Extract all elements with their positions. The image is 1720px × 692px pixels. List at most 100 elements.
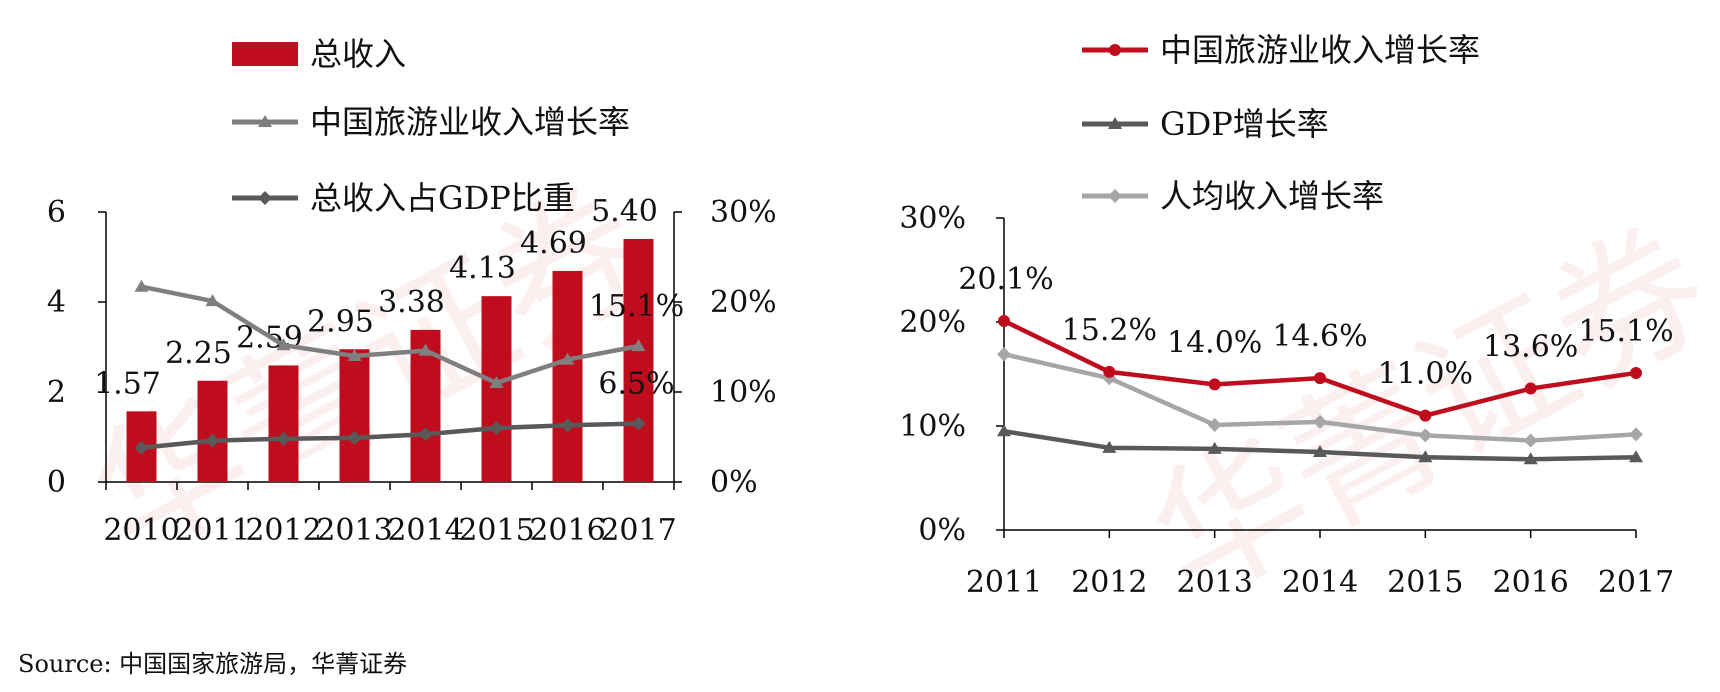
line-point	[205, 294, 220, 307]
legend-marker	[258, 115, 272, 127]
series-line	[141, 421, 639, 451]
x-tick-label: 2011	[174, 513, 250, 548]
line-point	[276, 338, 291, 351]
right-chart: 0% 10% 20% 30% 2011 2012 2013 2014 2015 2016 2017 2…	[899, 31, 1674, 600]
line-point	[134, 279, 149, 292]
line-data-label: 11.0%	[1378, 357, 1473, 392]
line-point	[276, 431, 291, 446]
bar	[339, 349, 370, 482]
bar-data-label: 1.57	[94, 366, 161, 401]
x-tick-label: 2017	[1598, 565, 1674, 600]
line-point	[631, 416, 646, 431]
line-point	[1524, 382, 1537, 395]
y-tick-label: 30%	[899, 201, 966, 236]
x-tick-label: 2014	[387, 513, 463, 548]
line-data-label: 20.1%	[958, 262, 1053, 297]
line-point	[1418, 450, 1433, 463]
x-tick-label: 2011	[966, 565, 1042, 600]
line-point	[1523, 433, 1538, 448]
legend-label: 中国旅游业收入增长率	[310, 103, 630, 141]
y-tick-label: 0%	[918, 513, 966, 548]
legend-label: 人均收入增长率	[1160, 177, 1384, 215]
line-data-label: 13.6%	[1483, 330, 1578, 365]
bar	[623, 239, 654, 482]
line-point	[134, 440, 149, 455]
line-point	[560, 352, 575, 365]
legend-label: 总收入	[310, 35, 406, 73]
bar-data-label: 3.38	[378, 285, 445, 320]
y2-tick-label: 30%	[710, 195, 777, 230]
x-tick-label: 2015	[1387, 565, 1463, 600]
line-point	[1314, 372, 1326, 385]
x-tick-label: 2016	[1492, 565, 1568, 600]
y-tick-label: 10%	[899, 409, 966, 444]
x-tick-label: 2013	[1176, 565, 1252, 600]
bar-data-label: 2.95	[307, 304, 374, 339]
line-point	[1313, 445, 1327, 457]
line-point	[1207, 417, 1222, 432]
line-data-label: 14.0%	[1167, 325, 1262, 360]
legend-marker	[1109, 44, 1121, 56]
legend-marker	[1108, 117, 1122, 129]
y2-tick-label: 20%	[710, 285, 777, 320]
x-tick-label: 2017	[600, 513, 676, 548]
line-point	[418, 343, 433, 356]
y-tick-label: 0	[47, 465, 66, 500]
line-point	[1630, 366, 1642, 379]
line-point	[489, 376, 504, 388]
line-point	[1629, 427, 1643, 442]
bar-data-label: 5.40	[591, 194, 658, 229]
legend-marker	[258, 191, 272, 205]
legend-label: 总收入占GDP比重	[310, 179, 575, 217]
line-point	[1629, 450, 1643, 463]
line-point	[489, 421, 504, 435]
line-data-label: 15.2%	[1062, 313, 1157, 348]
y-tick-label: 4	[47, 285, 66, 320]
bar	[197, 380, 228, 482]
line-point	[1313, 414, 1327, 429]
legend-label: 中国旅游业收入增长率	[1160, 31, 1480, 69]
line-data-label: 15.1%	[589, 289, 684, 324]
legend-marker	[1108, 189, 1122, 203]
line-point	[347, 430, 362, 445]
line-point	[1208, 378, 1221, 391]
legend-label: GDP增长率	[1160, 105, 1329, 143]
line-point	[997, 424, 1011, 437]
line-point	[347, 349, 362, 361]
line-point	[418, 427, 433, 442]
bar-data-label: 4.13	[449, 251, 516, 286]
bar-data-label: 4.69	[520, 226, 587, 261]
line-data-label: 14.6%	[1272, 319, 1367, 354]
x-tick-label: 2014	[1282, 565, 1358, 600]
x-tick-label: 2015	[458, 513, 534, 548]
x-tick-label: 2016	[529, 513, 605, 548]
line-point	[1207, 441, 1222, 454]
line-point	[1103, 365, 1116, 378]
y-tick-label: 20%	[899, 305, 966, 340]
bar	[481, 296, 512, 482]
line-point	[998, 314, 1010, 327]
y-tick-label: 6	[47, 195, 66, 230]
legend-swatch	[232, 42, 298, 66]
watermark-layer: 华菁证券 华菁证券	[65, 156, 1720, 631]
x-tick-label: 2013	[316, 513, 392, 548]
x-tick-label: 2012	[245, 513, 321, 548]
line-data-label: 6.5%	[598, 367, 674, 402]
source-note: Source: 中国国家旅游局，华菁证券	[18, 650, 407, 678]
line-point	[1418, 428, 1433, 443]
line-data-label: 15.1%	[1578, 314, 1673, 349]
line-point	[997, 347, 1011, 362]
line-point	[1419, 409, 1432, 422]
line-point	[631, 339, 646, 352]
series-line	[141, 284, 639, 386]
y-tick-label: 2	[47, 375, 66, 410]
y2-tick-label: 0%	[710, 465, 758, 500]
bar	[552, 270, 583, 482]
x-tick-label: 2010	[103, 513, 179, 548]
line-point	[1523, 452, 1538, 465]
line-point	[205, 433, 220, 448]
